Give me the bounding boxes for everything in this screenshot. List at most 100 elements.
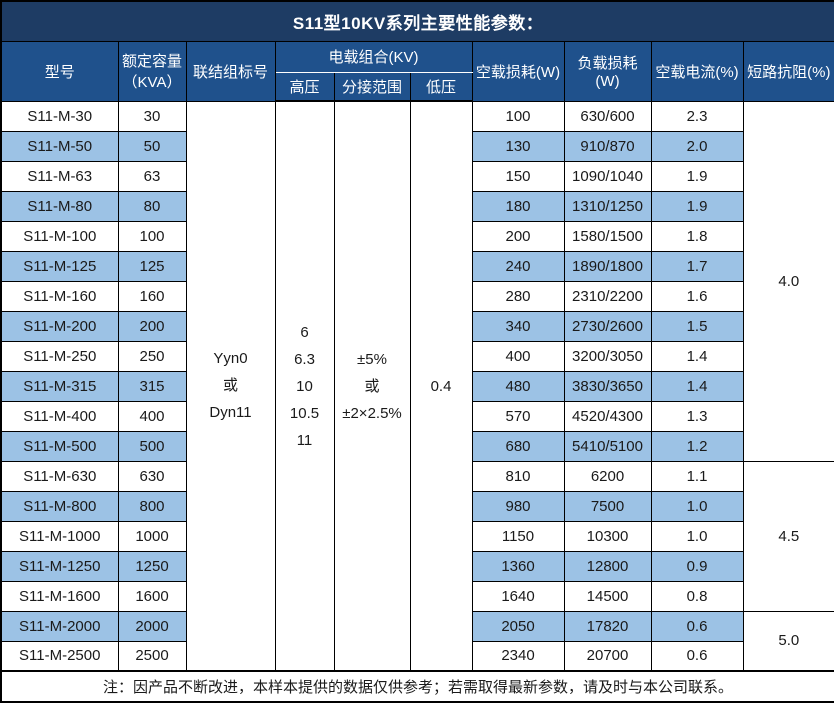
cell-no-load-current: 1.3	[650, 400, 744, 432]
cell-no-load-current: 0.6	[650, 610, 744, 642]
cell-no-load-loss: 280	[471, 280, 565, 312]
cell-capacity: 160	[117, 280, 187, 312]
cell-capacity: 125	[117, 250, 187, 282]
col-header-impedance: 短路抗阻(%)	[742, 40, 834, 102]
table-row: S11-M-500 500 680 5410/5100 1.2	[0, 430, 834, 462]
table-row: S11-M-30 30 Yyn0 或 Dyn11 6 6.3 10 10.5 11 ±5…	[0, 100, 834, 672]
cell-model: S11-M-30	[0, 100, 119, 132]
cell-model: S11-M-1250	[0, 550, 119, 582]
table-row: S11-M-1600 1600 1640 14500 0.8	[0, 580, 834, 612]
cell-no-load-current: 1.5	[650, 310, 744, 342]
cell-no-load-current: 1.2	[650, 430, 744, 462]
col-header-tap-range: 分接范围	[333, 71, 411, 102]
cell-no-load-current: 0.8	[650, 580, 744, 612]
cell-capacity: 1600	[117, 580, 187, 612]
cell-impedance: 5.0	[742, 610, 834, 672]
table-row: S11-M-1250 1250 1360 12800 0.9	[0, 550, 834, 582]
cell-model: S11-M-63	[0, 160, 119, 192]
cell-no-load-loss: 570	[471, 400, 565, 432]
cell-model: S11-M-80	[0, 190, 119, 222]
cell-impedance: 4.0	[742, 100, 834, 462]
cell-capacity: 30	[117, 100, 187, 132]
cell-load-loss: 17820	[563, 610, 652, 642]
cell-no-load-current: 1.7	[650, 250, 744, 282]
cell-model: S11-M-125	[0, 250, 119, 282]
cell-no-load-loss: 980	[471, 490, 565, 522]
cell-no-load-loss: 1360	[471, 550, 565, 582]
cell-no-load-current: 1.0	[650, 490, 744, 522]
cell-no-load-loss: 200	[471, 220, 565, 252]
cell-capacity: 800	[117, 490, 187, 522]
table-row: S11-M-100 100 200 1580/1500 1.8	[0, 220, 834, 252]
table-row: S11-M-630 630 810 6200 1.1 4.5	[0, 460, 834, 612]
cell-no-load-loss: 1640	[471, 580, 565, 612]
cell-no-load-loss: 2050	[471, 610, 565, 642]
col-header-model: 型号	[0, 40, 119, 102]
cell-model: S11-M-250	[0, 340, 119, 372]
note-row: 注：因产品不断改进，本样本提供的数据仅供参考；若需取得最新参数，请及时与本公司联…	[0, 670, 834, 703]
cell-capacity: 80	[117, 190, 187, 222]
cell-impedance: 4.5	[742, 460, 834, 612]
cell-no-load-current: 0.6	[650, 640, 744, 672]
cell-no-load-loss: 180	[471, 190, 565, 222]
table-row: S11-M-80 80 180 1310/1250 1.9	[0, 190, 834, 222]
col-header-no-load-current: 空载电流(%)	[650, 40, 744, 102]
cell-model: S11-M-2500	[0, 640, 119, 672]
table-row: S11-M-63 63 150 1090/1040 1.9	[0, 160, 834, 192]
cell-hv-voltages: 6 6.3 10 10.5 11	[274, 100, 335, 672]
cell-no-load-current: 1.6	[650, 280, 744, 312]
cell-load-loss: 910/870	[563, 130, 652, 162]
col-header-no-load-loss: 空载损耗(W)	[471, 40, 565, 102]
table-row: S11-M-2000 2000 2050 17820 0.6 5.0	[0, 610, 834, 672]
col-header-capacity: 额定容量 （KVA）	[117, 40, 187, 102]
header-row-2: 高压 分接范围 低压	[1, 71, 834, 102]
cell-no-load-current: 1.4	[650, 340, 744, 372]
cell-model: S11-M-200	[0, 310, 119, 342]
table-row: S11-M-125 125 240 1890/1800 1.7	[0, 250, 834, 282]
cell-capacity: 1250	[117, 550, 187, 582]
col-header-lv: 低压	[409, 71, 473, 102]
cell-model: S11-M-400	[0, 400, 119, 432]
cell-load-loss: 14500	[563, 580, 652, 612]
cell-load-loss: 1310/1250	[563, 190, 652, 222]
cell-no-load-loss: 150	[471, 160, 565, 192]
cell-load-loss: 20700	[563, 640, 652, 672]
cell-load-loss: 2730/2600	[563, 310, 652, 342]
col-header-load-loss: 负载损耗(W)	[563, 40, 652, 102]
cell-tap-range: ±5% 或 ±2×2.5%	[333, 100, 411, 672]
cell-no-load-loss: 810	[471, 460, 565, 492]
cell-load-loss: 7500	[563, 490, 652, 522]
cell-capacity: 63	[117, 160, 187, 192]
cell-capacity: 50	[117, 130, 187, 162]
cell-capacity: 250	[117, 340, 187, 372]
cell-no-load-current: 1.0	[650, 520, 744, 552]
cell-model: S11-M-500	[0, 430, 119, 462]
cell-no-load-current: 1.4	[650, 370, 744, 402]
col-header-connection-group: 联结组标号	[185, 40, 276, 102]
cell-load-loss: 1580/1500	[563, 220, 652, 252]
cell-load-loss: 4520/4300	[563, 400, 652, 432]
cell-capacity: 100	[117, 220, 187, 252]
table-row: S11-M-800 800 980 7500 1.0	[0, 490, 834, 522]
col-header-hv: 高压	[274, 71, 335, 102]
table-title: S11型10KV系列主要性能参数：	[0, 0, 834, 42]
cell-load-loss: 1890/1800	[563, 250, 652, 282]
col-header-voltage-group: 电载组合(KV)	[274, 40, 473, 73]
cell-no-load-current: 2.3	[650, 100, 744, 132]
cell-capacity: 630	[117, 460, 187, 492]
cell-capacity: 315	[117, 370, 187, 402]
title-bar: S11型10KV系列主要性能参数：	[0, 0, 834, 42]
cell-capacity: 2500	[117, 640, 187, 672]
cell-no-load-loss: 240	[471, 250, 565, 282]
cell-capacity: 1000	[117, 520, 187, 552]
cell-no-load-loss: 1150	[471, 520, 565, 552]
table-body: S11-M-30 30 Yyn0 或 Dyn11 6 6.3 10 10.5 11 ±5…	[0, 100, 834, 672]
cell-no-load-loss: 680	[471, 430, 565, 462]
cell-load-loss: 1090/1040	[563, 160, 652, 192]
cell-load-loss: 12800	[563, 550, 652, 582]
cell-no-load-current: 1.9	[650, 160, 744, 192]
cell-model: S11-M-315	[0, 370, 119, 402]
footnote: 注：因产品不断改进，本样本提供的数据仅供参考；若需取得最新参数，请及时与本公司联…	[0, 670, 834, 703]
cell-model: S11-M-50	[0, 130, 119, 162]
